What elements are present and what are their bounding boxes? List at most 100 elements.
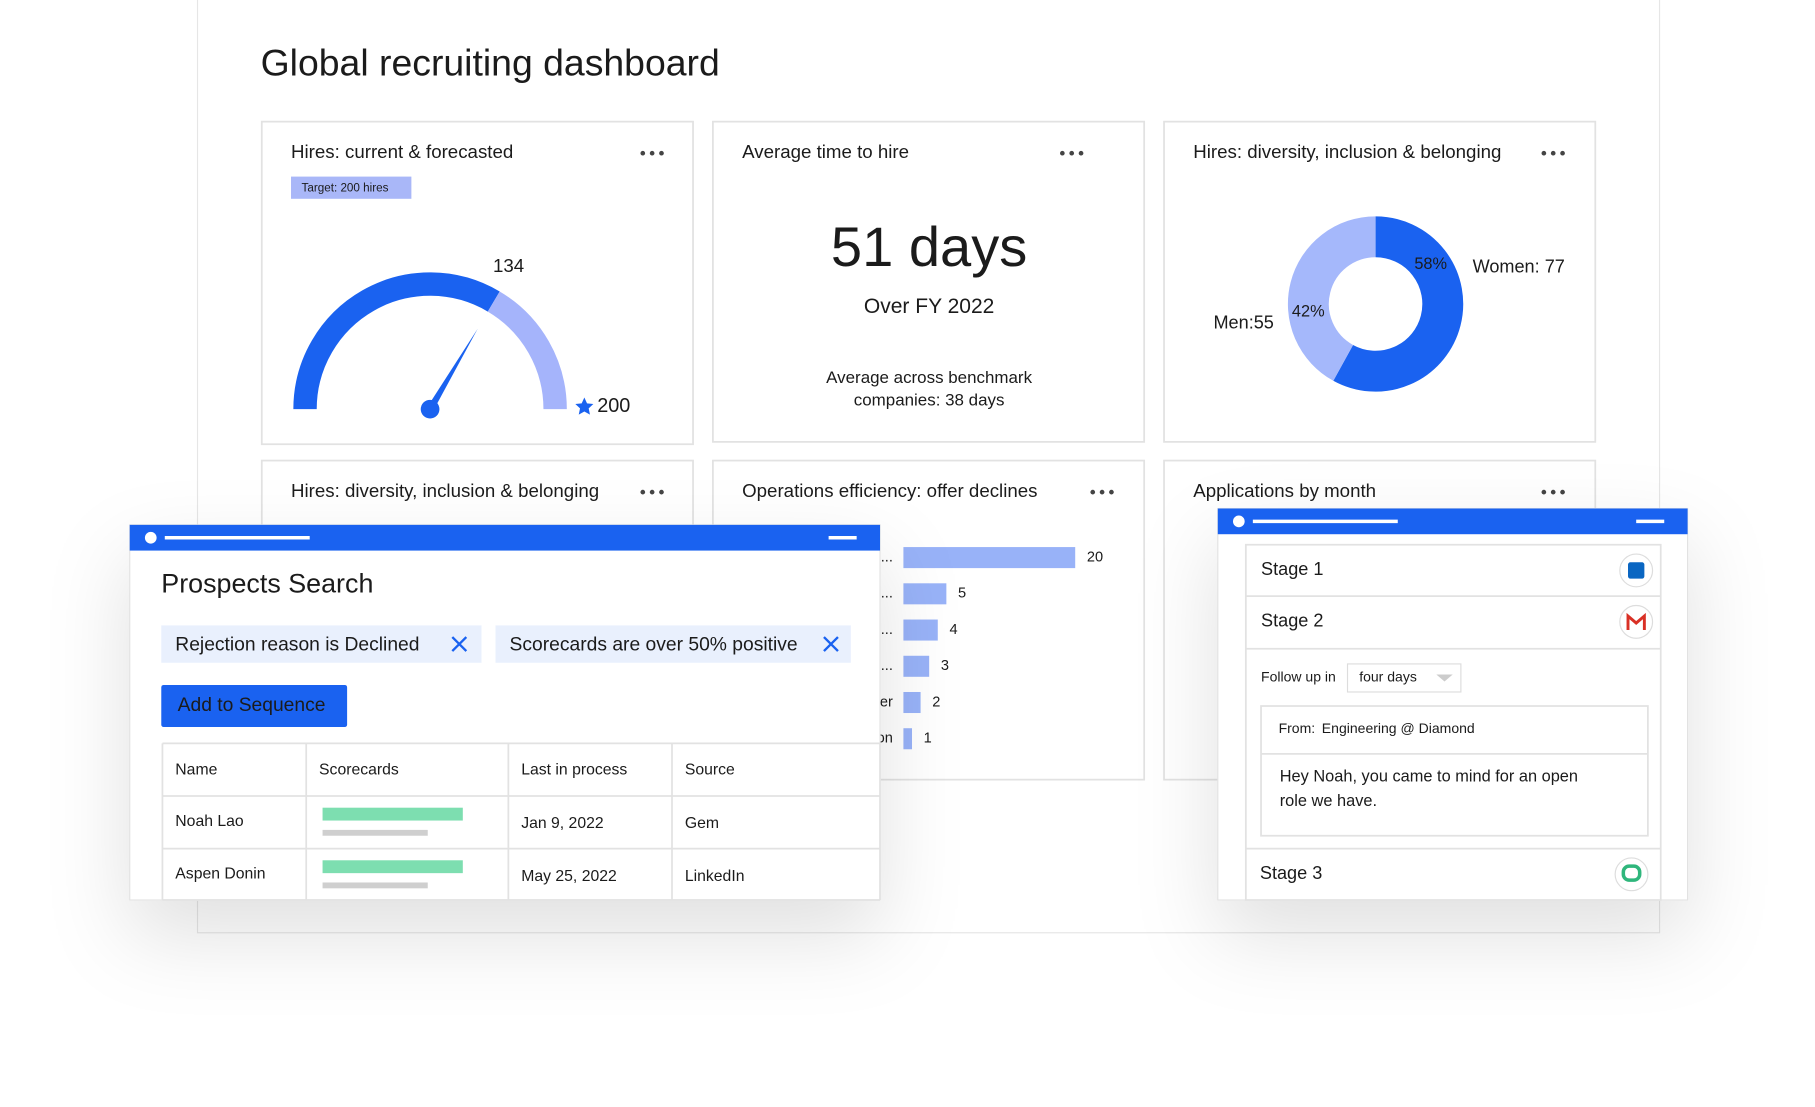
score-bar [322,807,463,821]
donut-slice [1287,216,1377,381]
filter-text: Rejection reason is Declined [175,634,419,655]
bar-category-label: er [880,694,893,710]
button[interactable] [161,684,348,728]
bar-value-label: 5 [958,586,966,602]
bar-value-label: 20 [1087,549,1103,565]
donut-legend-label: Men:55 [1213,313,1273,333]
note: Average across benchmark [826,368,1032,387]
score-bar-secondary [322,829,428,836]
column-header: Scorecards [319,761,399,778]
stage-label: Stage 3 [1260,863,1322,883]
column-header: Last in process [521,761,627,778]
menu-dot [1560,150,1565,156]
filter-remove[interactable] [451,636,468,652]
badge-text: Target: 200 hires [302,181,389,194]
score-bar-secondary [322,882,428,889]
menu-dot [640,489,646,495]
donut-percent-label: 58% [1414,255,1447,273]
gmail-icon [1626,612,1646,631]
stage-icon [1614,857,1649,892]
from-label: From: [1279,720,1316,736]
bar-value-label: 4 [949,622,957,638]
card-title: Hires: diversity, inclusion & belonging [1193,141,1501,162]
menu-dot [1099,489,1105,495]
menu-dot [1109,489,1114,495]
window-title: Prospects Search [161,569,373,599]
bar-category-label: ... [881,622,893,638]
menu-dot [649,150,655,156]
bar-category-label: ... [881,549,893,565]
gauge-hub [420,399,440,419]
score-bar [322,860,463,874]
menu-dot [1550,150,1556,156]
column-header: Name [175,761,217,778]
menu-dot [1550,489,1556,495]
bar-value-label: 2 [932,694,940,710]
dropdown-caret [1436,674,1453,682]
note: companies: 38 days [854,390,1005,409]
email-box [1260,705,1649,837]
bar [903,728,912,750]
filter-remove[interactable] [823,636,839,652]
bar-value-label: 1 [924,731,932,747]
filter-text: Scorecards are over 50% positive [510,634,798,655]
linkedin-icon [1628,562,1645,579]
metric-subtitle: Over FY 2022 [864,295,994,318]
column-header: Source [685,761,735,778]
gauge-value-label: 134 [493,255,524,276]
gauge-needle [427,328,478,411]
follow-up-label: Follow up in [1261,669,1336,685]
bar [903,547,1076,569]
bar-category-label: ... [881,658,893,674]
prospects-window: Prospects Search Rejection reason is Decl… [129,524,881,901]
bar-value-label: 3 [941,658,949,674]
menu-dot [1560,489,1565,495]
card-title: Hires: current & forecasted [291,141,513,162]
card [1163,120,1597,443]
cell-name: Aspen Donin [175,865,265,882]
stage-label: Stage 1 [1261,559,1323,579]
from-value: Engineering @ Diamond [1322,720,1475,736]
menu-dot [649,489,655,495]
cell-source: LinkedIn [685,868,745,885]
message-line: Hey Noah, you came to mind for an open [1280,768,1578,786]
message-line: role we have. [1280,792,1377,810]
window-dot [144,531,157,544]
menu-dot [1090,489,1096,495]
sequence-window: Stage 1 Stage 2 Stage 3 Follow up in four da… [1217,507,1689,901]
filter-chip[interactable] [161,625,482,663]
dashboard-title: Global recruiting dashboard [261,41,720,83]
gauge-target-label: 200 [597,395,630,417]
menu-dot [1078,150,1084,156]
bar [903,583,947,605]
window-dot [1232,515,1245,528]
menu-dot [659,489,664,495]
bar [903,691,921,714]
cell-source: Gem [685,815,719,832]
metric: 51 days [831,215,1027,278]
cell-name: Noah Lao [175,813,244,830]
donut-percent-label: 42% [1292,302,1325,320]
stage-label: Stage 2 [1261,611,1323,631]
filter-chip[interactable] [495,625,851,663]
card-title: Applications by month [1193,480,1376,501]
donut-slice [1333,216,1464,392]
menu-dot [1060,150,1065,156]
menu-dot [659,150,664,156]
gauge-arc [487,291,567,410]
bar-category-label: on [877,731,893,747]
menu-dot [1541,489,1547,495]
card-title: Hires: diversity, inclusion & belonging [291,480,599,501]
cell-date: May 25, 2022 [521,868,617,885]
menu-dot [640,150,646,156]
bar [903,655,930,677]
star-icon [575,397,594,415]
gauge-arc [293,272,500,410]
bar-category-label: ... [881,586,893,602]
card [712,120,1146,443]
donut-legend-label: Women: 77 [1473,257,1565,277]
badge [291,176,412,199]
menu-dot [1541,150,1547,156]
